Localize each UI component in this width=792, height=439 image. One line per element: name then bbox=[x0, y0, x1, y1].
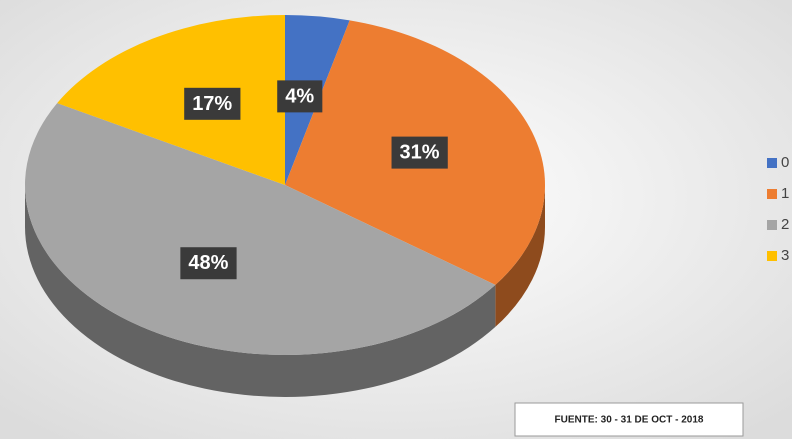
legend-swatch bbox=[767, 189, 777, 199]
data-label: 31% bbox=[400, 142, 440, 164]
legend-label: 2 bbox=[781, 216, 789, 233]
legend-swatch bbox=[767, 158, 777, 168]
pie-slice bbox=[57, 15, 285, 185]
legend-label: 1 bbox=[781, 185, 789, 202]
legend: 0 1 2 3 bbox=[767, 154, 789, 264]
pie-side bbox=[25, 185, 496, 397]
data-labels: 4% 31% 48% 17% bbox=[180, 80, 448, 280]
data-label: 17% bbox=[192, 93, 232, 115]
data-label-bg bbox=[184, 87, 241, 120]
data-label-bg bbox=[391, 136, 448, 169]
data-label: 48% bbox=[188, 252, 228, 274]
legend-swatch bbox=[767, 220, 777, 230]
data-label-bg bbox=[277, 80, 323, 113]
legend-label: 0 bbox=[781, 154, 789, 171]
pie-side bbox=[495, 185, 545, 327]
pie-slice bbox=[24, 103, 496, 356]
legend-label: 3 bbox=[781, 247, 789, 264]
legend-swatch bbox=[767, 251, 777, 261]
pie-tops bbox=[24, 15, 545, 356]
data-label-bg bbox=[180, 247, 237, 280]
pie-sides bbox=[25, 185, 545, 397]
data-label: 4% bbox=[285, 85, 314, 107]
annotation: FUENTE: 30 - 31 DE OCT - 2018 bbox=[555, 415, 704, 426]
annotation-box bbox=[514, 402, 744, 437]
